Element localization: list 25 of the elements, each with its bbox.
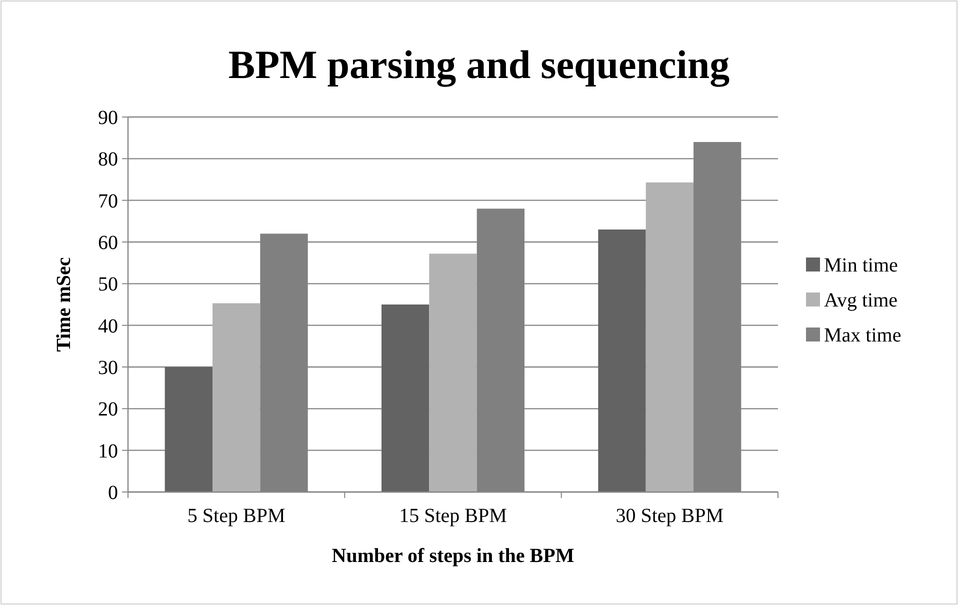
- bar: [164, 367, 212, 492]
- y-tick-label: 40: [98, 315, 118, 338]
- y-tick-label: 0: [108, 482, 118, 504]
- x-tick-label: 5 Step BPM: [187, 505, 286, 527]
- bar: [429, 254, 477, 492]
- legend-label: Min time: [824, 254, 898, 276]
- y-tick-label: 70: [98, 190, 118, 212]
- bar: [212, 303, 260, 492]
- bar: [382, 304, 430, 492]
- y-axis-title: Time mSec: [53, 257, 75, 352]
- y-tick-label: 60: [98, 232, 118, 254]
- y-tick-label: 30: [98, 357, 118, 379]
- y-tick-label: 90: [98, 107, 118, 129]
- chart-title: BPM parsing and sequencing: [228, 42, 730, 87]
- x-tick-label: 15 Step BPM: [399, 505, 508, 527]
- x-axis-title: Number of steps in the BPM: [332, 545, 574, 567]
- x-tick-label: 30 Step BPM: [616, 505, 724, 527]
- y-tick-label: 10: [98, 440, 118, 462]
- y-tick-label: 80: [98, 148, 118, 171]
- legend-label: Max time: [824, 324, 902, 346]
- legend-label: Avg time: [824, 290, 898, 312]
- y-tick-label: 20: [98, 398, 118, 421]
- bar: [598, 230, 646, 492]
- bar: [646, 182, 694, 492]
- y-tick-label: 50: [98, 274, 118, 296]
